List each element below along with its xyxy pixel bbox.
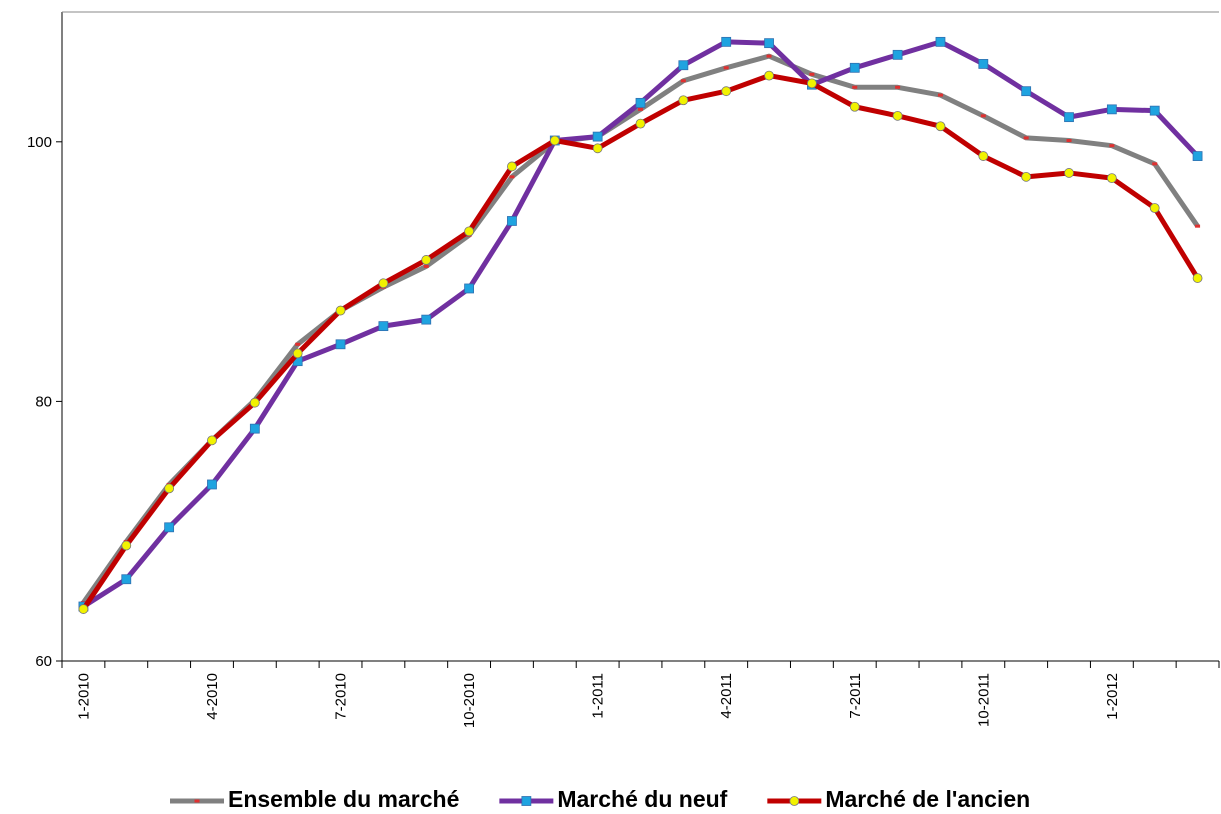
marker [935,121,946,132]
y-tick-label: 100 [27,134,52,151]
marker [849,62,860,73]
marker [892,110,903,121]
marker [980,114,986,118]
marker [635,118,646,129]
x-tick-label: 4-2010 [204,673,221,720]
marker [852,85,858,89]
x-tick-label: 1-2011 [590,673,607,719]
marker [1064,168,1074,178]
series-line [81,73,1200,611]
y-tick-label: 60 [35,653,52,670]
marker [78,604,89,614]
marker [892,49,903,60]
marker [207,435,217,446]
marker [935,36,946,47]
marker [121,540,132,551]
x-tick-label: 10-2010 [461,673,478,728]
marker [937,93,943,97]
marker [378,278,389,289]
marker [678,95,689,106]
marker [549,135,560,146]
marker [249,397,260,408]
marker [1021,171,1032,182]
x-tick-label: 7-2010 [333,673,350,720]
marker [378,321,389,332]
x-tick-label: 1-2010 [75,673,92,720]
marker [895,85,901,89]
marker [638,107,643,111]
marker [1152,162,1158,166]
x-tick-label: 7-2011 [847,673,864,719]
marker [421,255,432,265]
legend-label: Marché de l'ancien [825,786,1030,812]
marker [164,483,175,494]
marker [464,226,474,237]
marker [194,799,200,803]
marker [1192,151,1203,161]
marker [680,79,686,83]
marker [295,342,301,346]
marker [335,339,346,350]
x-tick-label: 10-2011 [975,673,992,727]
marker [121,574,132,585]
marker [721,86,732,97]
marker [421,314,432,325]
marker [1192,273,1203,283]
marker [766,54,772,58]
marker [764,38,774,49]
marker [164,522,175,533]
marker [335,305,346,316]
marker [509,175,515,179]
series-line [81,53,1200,605]
y-tick-label: 80 [35,393,52,410]
marker [1106,104,1117,115]
marker [464,283,474,294]
marker [807,78,817,89]
marker [249,423,260,434]
marker [592,143,603,154]
marker [1064,112,1074,123]
marker [721,36,732,47]
marker [1066,139,1072,143]
marker [1195,224,1201,228]
marker [592,131,603,142]
marker [723,66,729,70]
marker [1149,105,1160,116]
marker [1106,173,1117,184]
marker [1021,86,1032,97]
marker [507,161,517,172]
marker [1109,144,1115,148]
marker [207,479,217,490]
marker [678,60,689,71]
marker [507,216,517,226]
marker [521,796,532,806]
legend-label: Ensemble du marché [228,786,459,812]
marker [1149,203,1160,213]
marker [423,264,429,268]
marker [764,70,774,81]
marker [849,101,860,112]
marker [978,59,989,69]
x-tick-label: 4-2011 [718,673,735,719]
marker [978,151,989,161]
x-tick-label: 1-2012 [1104,673,1121,720]
legend-label: Marché du neuf [557,786,727,812]
marker [1023,136,1029,140]
marker [789,796,800,806]
marker [635,97,646,108]
marker [809,72,815,76]
marker [292,348,303,359]
